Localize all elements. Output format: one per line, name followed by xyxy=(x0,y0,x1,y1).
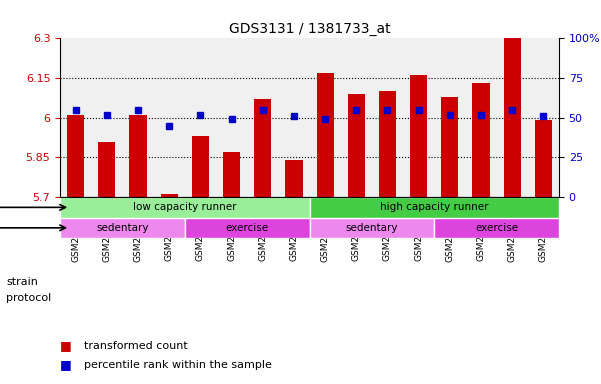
Title: GDS3131 / 1381733_at: GDS3131 / 1381733_at xyxy=(229,22,390,36)
Bar xyxy=(472,83,490,197)
Text: high capacity runner: high capacity runner xyxy=(380,202,489,212)
Text: low capacity runner: low capacity runner xyxy=(133,202,237,212)
Text: ■: ■ xyxy=(60,339,72,352)
Text: sedentary: sedentary xyxy=(96,223,148,233)
Bar xyxy=(504,38,520,197)
Bar xyxy=(254,99,271,197)
FancyBboxPatch shape xyxy=(60,197,310,218)
Bar xyxy=(535,121,552,197)
Bar xyxy=(67,115,84,197)
Bar xyxy=(410,75,427,197)
Bar xyxy=(317,73,334,197)
Bar xyxy=(379,91,396,197)
Bar xyxy=(160,194,178,197)
Text: sedentary: sedentary xyxy=(346,223,398,233)
Bar xyxy=(441,97,459,197)
Text: transformed count: transformed count xyxy=(84,341,188,351)
FancyBboxPatch shape xyxy=(434,218,559,238)
Text: protocol: protocol xyxy=(6,293,51,303)
Text: exercise: exercise xyxy=(475,223,518,233)
Bar xyxy=(129,115,147,197)
Text: percentile rank within the sample: percentile rank within the sample xyxy=(84,360,272,370)
Bar xyxy=(99,142,115,197)
Text: strain: strain xyxy=(6,277,38,287)
Bar xyxy=(192,136,209,197)
Bar xyxy=(223,152,240,197)
Text: ■: ■ xyxy=(60,358,72,371)
Text: exercise: exercise xyxy=(225,223,269,233)
FancyBboxPatch shape xyxy=(310,197,559,218)
FancyBboxPatch shape xyxy=(185,218,310,238)
FancyBboxPatch shape xyxy=(60,218,185,238)
Bar xyxy=(285,160,302,197)
FancyBboxPatch shape xyxy=(310,218,434,238)
Bar xyxy=(348,94,365,197)
